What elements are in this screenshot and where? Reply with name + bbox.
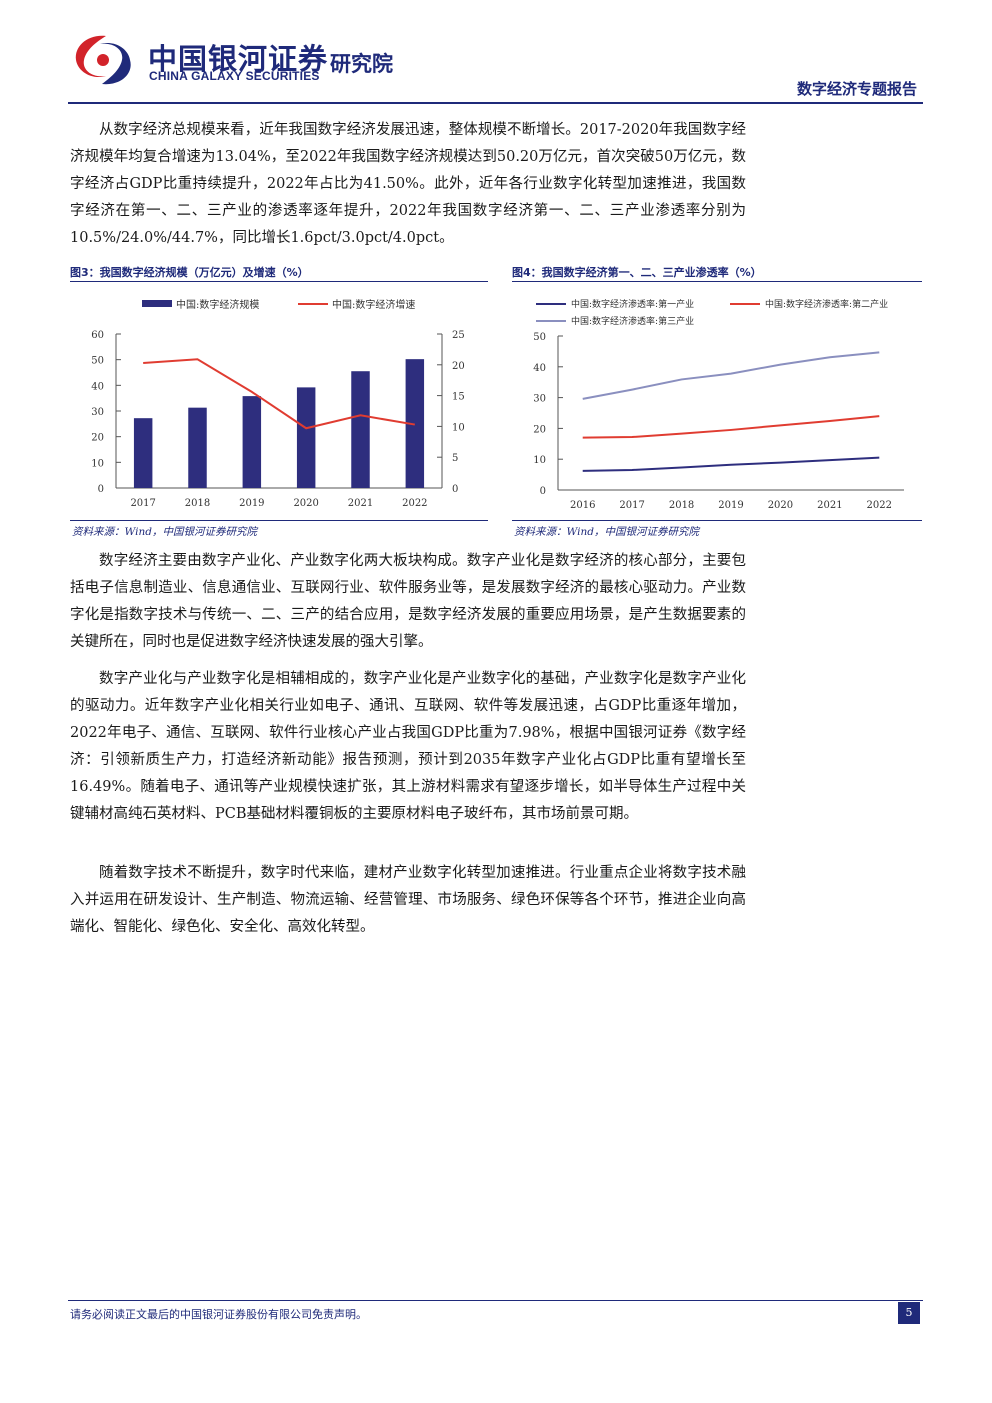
bar <box>242 396 262 488</box>
x-tick-label: 2021 <box>817 500 842 511</box>
y-right-tick-label: 25 <box>452 330 465 341</box>
figure-3-title: 图3：我国数字经济规模（万亿元）及增速（%） <box>70 266 309 279</box>
y-right-tick-label: 5 <box>452 453 458 464</box>
figure-3-bottom-rule <box>70 520 488 521</box>
x-tick-label: 2018 <box>185 498 210 509</box>
series-line-3 <box>582 351 880 400</box>
y-tick-label: 0 <box>540 486 546 497</box>
y-right-tick-label: 10 <box>452 422 465 433</box>
figure-4-top-rule <box>512 281 922 282</box>
page-number: 5 <box>898 1302 920 1324</box>
series-line-2 <box>582 415 880 439</box>
y-left-tick-label: 30 <box>91 407 104 418</box>
legend-swatch-bar <box>142 300 172 307</box>
x-tick-label: 2020 <box>768 500 793 511</box>
paragraph-4: 随着数字技术不断提升，数字时代来临，建材产业数字化转型加速推进。行业重点企业将数… <box>70 865 746 935</box>
bar <box>188 407 207 488</box>
growth-line <box>143 358 416 430</box>
y-left-tick-label: 50 <box>91 356 104 367</box>
series-line-1 <box>582 456 880 472</box>
report-type: 数字经济专题报告 <box>796 80 917 98</box>
y-tick-label: 20 <box>533 424 546 435</box>
bar <box>133 418 153 488</box>
paragraph-2: 数字经济主要由数字产业化、产业数字化两大板块构成。数字产业化是数字经济的核心部分… <box>70 553 746 650</box>
figure-4-title: 图4：我国数字经济第一、二、三产业渗透率（%） <box>512 266 762 279</box>
x-tick-label: 2018 <box>669 500 694 511</box>
y-left-tick-label: 20 <box>91 433 104 444</box>
figure-4-source: 资料来源：Wind，中国银河证券研究院 <box>514 526 699 538</box>
y-left-tick-label: 10 <box>91 458 104 469</box>
legend-label-line: 中国:数字经济增速 <box>332 298 415 311</box>
institute-name: 研究院 <box>330 52 393 76</box>
company-logo <box>75 35 131 85</box>
paragraph-1: 从数字经济总规模来看，近年我国数字经济发展迅速，整体规模不断增长。2017-20… <box>70 122 746 246</box>
y-tick-label: 10 <box>533 455 546 466</box>
y-tick-label: 30 <box>533 394 546 405</box>
x-tick-label: 2017 <box>130 498 155 509</box>
legend-label-2: 中国:数字经济渗透率:第二产业 <box>765 298 888 310</box>
footer-divider <box>68 1300 923 1301</box>
y-right-tick-label: 15 <box>452 392 465 403</box>
bar <box>351 371 370 488</box>
y-left-tick-label: 60 <box>91 330 104 341</box>
brand-name-en: CHINA GALAXY SECURITIES <box>149 69 320 83</box>
brand-name-cn: 中国银河证券 <box>148 42 329 76</box>
footer-disclaimer: 请务必阅读正文最后的中国银河证券股份有限公司免责声明。 <box>70 1308 367 1321</box>
bar <box>296 387 316 488</box>
x-tick-label: 2021 <box>348 498 373 509</box>
x-tick-label: 2019 <box>239 498 264 509</box>
x-tick-label: 2016 <box>570 500 595 511</box>
figure-3-top-rule <box>70 281 488 282</box>
x-tick-label: 2022 <box>402 498 427 509</box>
legend-label-1: 中国:数字经济渗透率:第一产业 <box>571 298 694 310</box>
y-tick-label: 40 <box>533 363 546 374</box>
x-tick-label: 2019 <box>718 500 743 511</box>
header-divider <box>68 102 923 104</box>
figure-4-bottom-rule <box>512 520 922 521</box>
y-right-tick-label: 20 <box>452 361 465 372</box>
legend-label-bar: 中国:数字经济规模 <box>176 298 259 311</box>
paragraph-3: 数字产业化与产业数字化是相辅相成的，数字产业化是产业数字化的基础，产业数字化是数… <box>70 671 746 822</box>
y-right-tick-label: 0 <box>452 484 458 495</box>
y-left-tick-label: 40 <box>91 381 104 392</box>
x-tick-label: 2022 <box>867 500 892 511</box>
figure-3-chart: 中国:数字经济规模 中国:数字经济增速0102030405060051015202… <box>91 298 465 509</box>
figure-3-source: 资料来源：Wind，中国银河证券研究院 <box>72 526 257 538</box>
x-tick-label: 2017 <box>619 500 644 511</box>
figure-4-chart: 中国:数字经济渗透率:第一产业 中国:数字经济渗透率:第二产业中国:数字经济渗透率… <box>533 298 904 511</box>
legend-label-3: 中国:数字经济渗透率:第三产业 <box>571 315 694 327</box>
y-tick-label: 50 <box>533 332 546 343</box>
y-left-tick-label: 0 <box>98 484 104 495</box>
x-tick-label: 2020 <box>293 498 318 509</box>
